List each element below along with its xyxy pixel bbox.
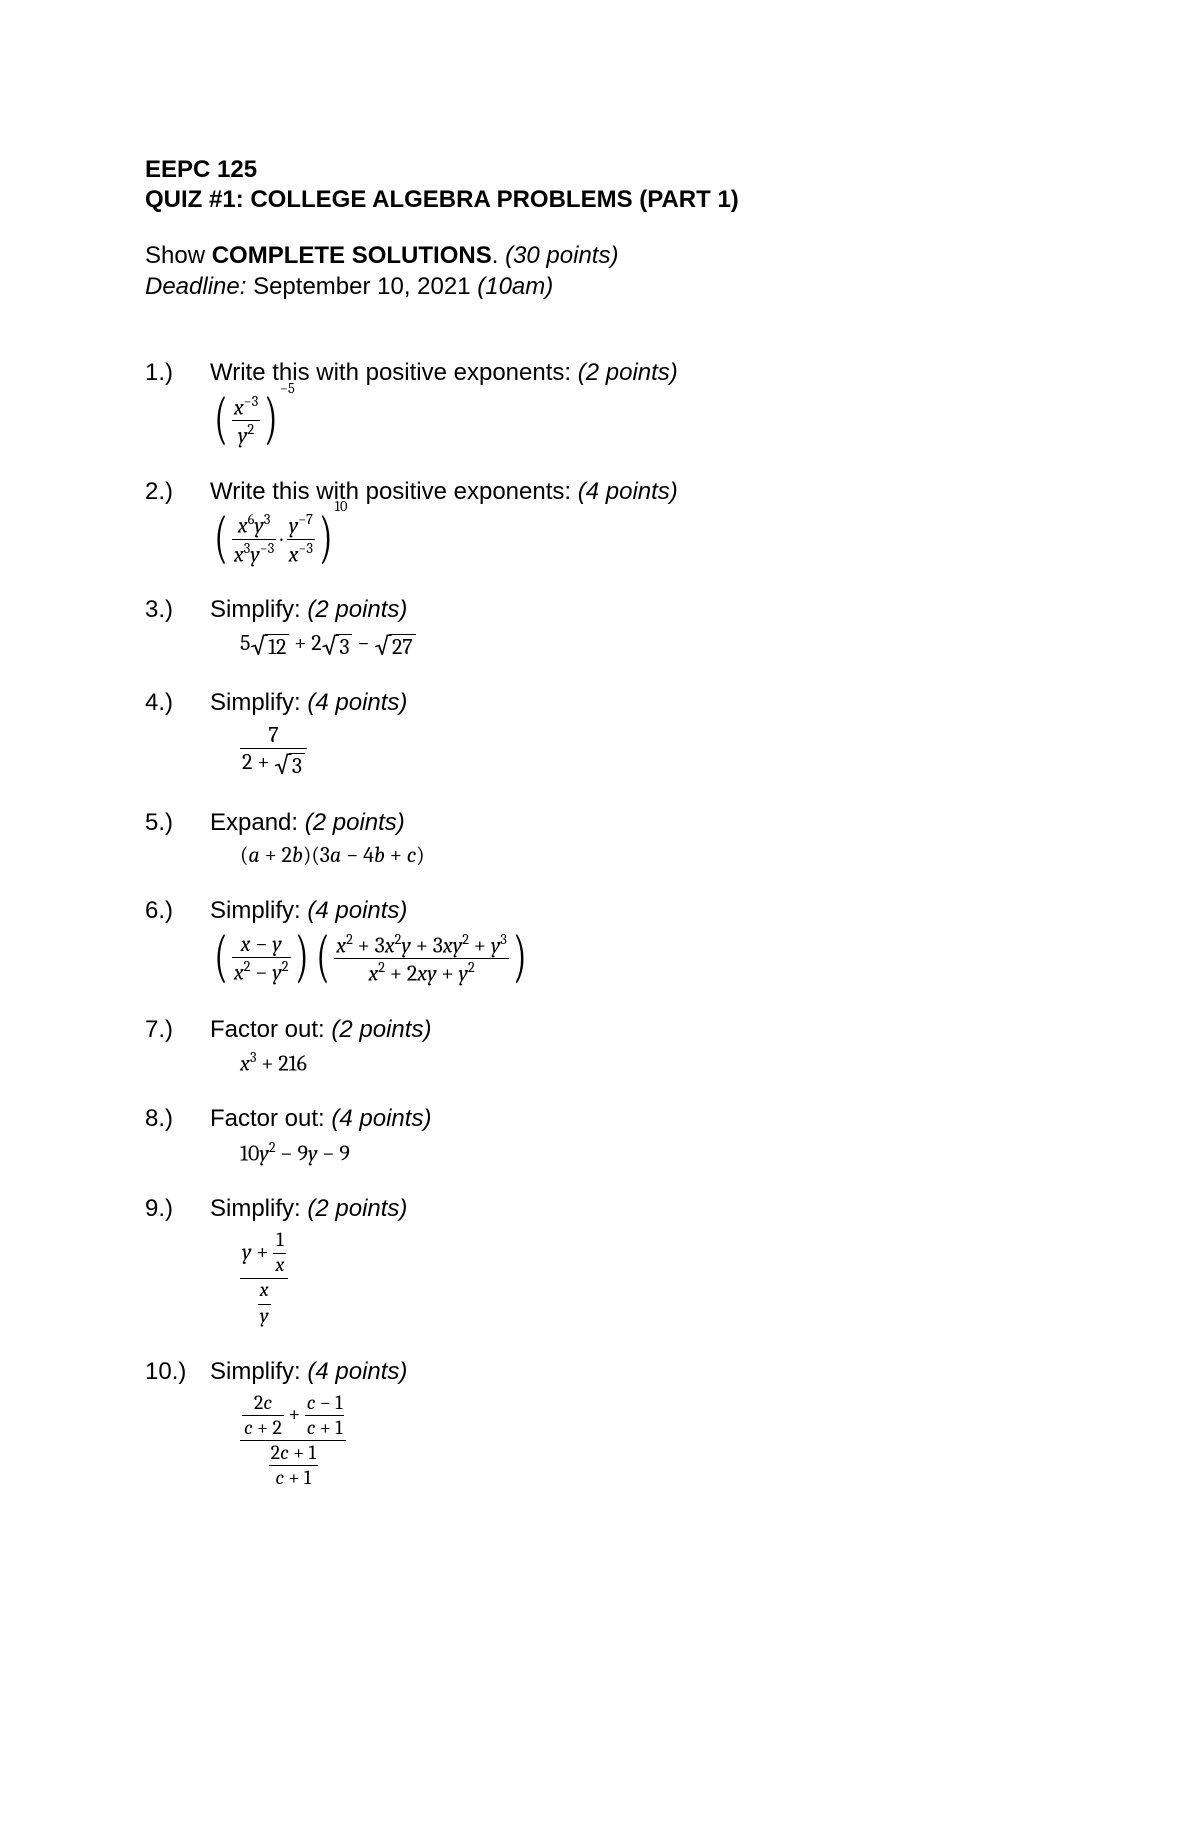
problem-math: y + 1x xy bbox=[210, 1230, 1055, 1328]
problem-5: 5.) Expand: (2 points) (a + 2b)(3a − 4b … bbox=[145, 807, 1055, 868]
problem-7: 7.) Factor out: (2 points) x3 + 216 bbox=[145, 1014, 1055, 1076]
problem-number: 3.) bbox=[145, 594, 210, 659]
problem-10: 10.) Simplify: (4 points) 2cc + 2 + c − … bbox=[145, 1356, 1055, 1489]
problem-2: 2.) Write this with positive exponents: … bbox=[145, 476, 1055, 566]
problem-math: x3 + 216 bbox=[210, 1050, 1055, 1076]
problem-math: 5√12 + 2√3 − √27 bbox=[210, 631, 1055, 659]
prompt-text: Simplify: bbox=[210, 596, 307, 623]
prompt-text: Simplify: bbox=[210, 1358, 307, 1385]
problem-prompt: Simplify: (2 points) bbox=[210, 1193, 1055, 1225]
deadline-time: (10am) bbox=[477, 273, 553, 300]
problem-prompt: Simplify: (2 points) bbox=[210, 594, 1055, 626]
problem-body: Factor out: (2 points) x3 + 216 bbox=[210, 1014, 1055, 1076]
points-text: (2 points) bbox=[307, 596, 407, 623]
problem-prompt: Simplify: (4 points) bbox=[210, 687, 1055, 719]
complete-solutions: COMPLETE SOLUTIONS bbox=[212, 242, 492, 269]
problem-math: (a + 2b)(3a − 4b + c) bbox=[210, 843, 1055, 867]
problem-body: Expand: (2 points) (a + 2b)(3a − 4b + c) bbox=[210, 807, 1055, 868]
points-text: (4 points) bbox=[307, 897, 407, 924]
problem-body: Write this with positive exponents: (4 p… bbox=[210, 476, 1055, 566]
points-text: (2 points) bbox=[305, 809, 405, 836]
prompt-text: Simplify: bbox=[210, 689, 307, 716]
problem-6: 6.) Simplify: (4 points) ( x − y x2 − y2… bbox=[145, 895, 1055, 985]
problem-number: 7.) bbox=[145, 1014, 210, 1076]
problem-body: Simplify: (4 points) 7 2 + √3 bbox=[210, 687, 1055, 779]
problem-4: 4.) Simplify: (4 points) 7 2 + √3 bbox=[145, 687, 1055, 779]
problem-number: 8.) bbox=[145, 1103, 210, 1165]
prompt-text: Factor out: bbox=[210, 1105, 331, 1132]
show-text: Show bbox=[145, 242, 212, 269]
problem-math: ( x6y3 x3y−3 · y−7 x−3 ) 10 bbox=[210, 512, 1055, 566]
problem-math: 10y2 − 9y − 9 bbox=[210, 1140, 1055, 1166]
problem-prompt: Factor out: (2 points) bbox=[210, 1014, 1055, 1046]
problem-body: Simplify: (2 points) y + 1x xy bbox=[210, 1193, 1055, 1327]
problem-body: Factor out: (4 points) 10y2 − 9y − 9 bbox=[210, 1103, 1055, 1165]
points-text: (2 points) bbox=[307, 1195, 407, 1222]
problem-number: 4.) bbox=[145, 687, 210, 779]
problem-prompt: Simplify: (4 points) bbox=[210, 1356, 1055, 1388]
problem-body: Simplify: (4 points) ( x − y x2 − y2 ) (… bbox=[210, 895, 1055, 985]
prompt-text: Factor out: bbox=[210, 1016, 331, 1043]
problem-number: 1.) bbox=[145, 357, 210, 447]
problem-number: 10.) bbox=[145, 1356, 210, 1489]
points-text: (4 points) bbox=[331, 1105, 431, 1132]
points-text: (4 points) bbox=[307, 689, 407, 716]
problem-8: 8.) Factor out: (4 points) 10y2 − 9y − 9 bbox=[145, 1103, 1055, 1165]
deadline-value: September 10, 2021 bbox=[246, 273, 477, 300]
problem-number: 5.) bbox=[145, 807, 210, 868]
problem-3: 3.) Simplify: (2 points) 5√12 + 2√3 − √2… bbox=[145, 594, 1055, 659]
instructions: Show COMPLETE SOLUTIONS. (30 points) Dea… bbox=[145, 240, 1055, 302]
problem-prompt: Simplify: (4 points) bbox=[210, 895, 1055, 927]
problem-prompt: Write this with positive exponents: (2 p… bbox=[210, 357, 1055, 389]
problem-number: 6.) bbox=[145, 895, 210, 985]
problem-body: Simplify: (2 points) 5√12 + 2√3 − √27 bbox=[210, 594, 1055, 659]
points-text: (4 points) bbox=[307, 1358, 407, 1385]
problems-list: 1.) Write this with positive exponents: … bbox=[145, 357, 1055, 1489]
period: . bbox=[492, 242, 505, 269]
problem-prompt: Expand: (2 points) bbox=[210, 807, 1055, 839]
problem-math: ( x − y x2 − y2 ) ( x2 + 3x2y + 3xy2 + y… bbox=[210, 932, 1055, 986]
prompt-text: Simplify: bbox=[210, 1195, 307, 1222]
problem-1: 1.) Write this with positive exponents: … bbox=[145, 357, 1055, 447]
problem-math: ( x−3 y2 ) −5 bbox=[210, 394, 1055, 448]
problem-number: 2.) bbox=[145, 476, 210, 566]
problem-body: Write this with positive exponents: (2 p… bbox=[210, 357, 1055, 447]
problem-body: Simplify: (4 points) 2cc + 2 + c − 1c + … bbox=[210, 1356, 1055, 1489]
points-text: (2 points) bbox=[578, 359, 678, 386]
points-text: (4 points) bbox=[578, 478, 678, 505]
problem-prompt: Factor out: (4 points) bbox=[210, 1103, 1055, 1135]
problem-math: 2cc + 2 + c − 1c + 1 2c + 1c + 1 bbox=[210, 1392, 1055, 1489]
prompt-text: Expand: bbox=[210, 809, 305, 836]
points-text: (2 points) bbox=[331, 1016, 431, 1043]
prompt-text: Write this with positive exponents: bbox=[210, 359, 578, 386]
problem-math: 7 2 + √3 bbox=[210, 723, 1055, 778]
deadline-label: Deadline: bbox=[145, 273, 246, 300]
page: EEPC 125 QUIZ #1: COLLEGE ALGEBRA PROBLE… bbox=[0, 0, 1200, 1489]
prompt-text: Write this with positive exponents: bbox=[210, 478, 578, 505]
quiz-title: QUIZ #1: COLLEGE ALGEBRA PROBLEMS (PART … bbox=[145, 185, 1055, 215]
prompt-text: Simplify: bbox=[210, 897, 307, 924]
course-code: EEPC 125 bbox=[145, 155, 1055, 185]
problem-number: 9.) bbox=[145, 1193, 210, 1327]
instructions-line1: Show COMPLETE SOLUTIONS. (30 points) bbox=[145, 240, 1055, 271]
problem-9: 9.) Simplify: (2 points) y + 1x xy bbox=[145, 1193, 1055, 1327]
total-points: (30 points) bbox=[505, 242, 618, 269]
instructions-line2: Deadline: September 10, 2021 (10am) bbox=[145, 271, 1055, 302]
